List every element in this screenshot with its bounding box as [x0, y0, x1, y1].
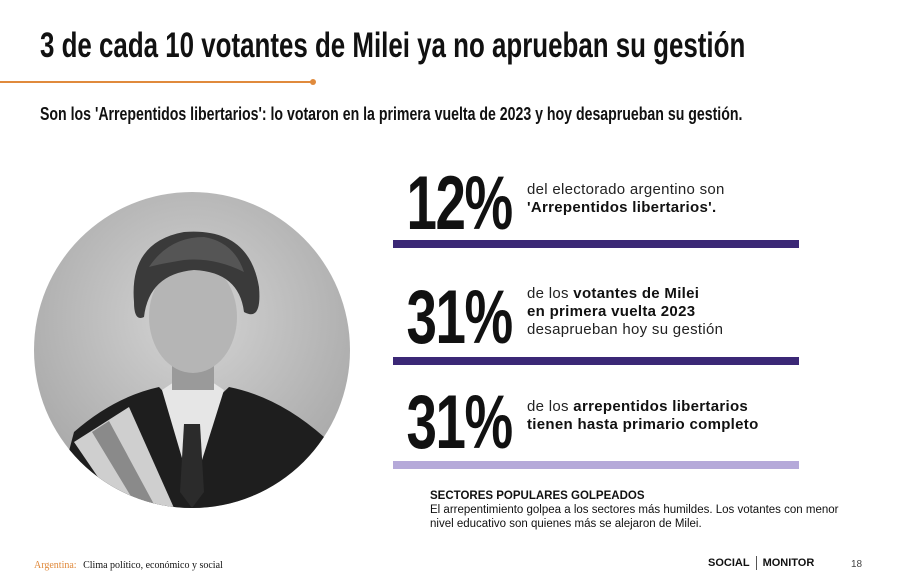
note: SECTORES POPULARES GOLPEADOS El arrepent…	[430, 489, 840, 531]
stat-text-segment: arrepentidos libertarios	[573, 398, 749, 415]
logo-monitor: MONITOR	[762, 557, 815, 569]
stat-value: 31%	[406, 275, 513, 360]
stat-bar	[393, 240, 799, 248]
stat-value: 31%	[406, 380, 513, 465]
stat-text-segment: desaprueban hoy su gestión	[527, 321, 724, 338]
stat-line: desaprueban hoy su gestión	[527, 321, 723, 339]
portrait-photo	[34, 192, 350, 508]
stat-text-segment: de los	[527, 398, 574, 415]
note-body: El arrepentimiento golpea a los sectores…	[430, 504, 839, 530]
title: 3 de cada 10 votantes de Milei ya no apr…	[40, 26, 746, 65]
stat-line: tienen hasta primario completo	[527, 416, 759, 434]
note-heading: SECTORES POPULARES GOLPEADOS	[430, 490, 645, 502]
stat-line: de los votantes de Milei	[527, 285, 723, 303]
footer-report: Clima político, económico y social	[83, 560, 223, 571]
stat-text: del electorado argentino son 'Arrepentido…	[527, 181, 725, 217]
logo-social: SOCIAL	[708, 557, 750, 569]
stat-text-segment: votantes de Milei	[573, 285, 700, 302]
rule-dot	[310, 79, 316, 85]
stat-text: de los votantes de Milei en primera vuelt…	[527, 285, 723, 339]
page-number: 18	[851, 559, 863, 570]
stat-text-segment: 'Arrepentidos libertarios'.	[527, 199, 717, 216]
stat-text-segment: del electorado argentino son	[527, 181, 725, 198]
stat-text-segment: de los	[527, 285, 574, 302]
title-rule	[0, 81, 313, 83]
subtitle: Son los 'Arrepentidos libertarios': lo v…	[40, 104, 743, 124]
stat-text: de los arrepentidos libertarios tienen ha…	[527, 398, 759, 434]
stat-line: del electorado argentino son	[527, 181, 725, 199]
logo-separator	[755, 556, 757, 570]
logos: SOCIAL MONITOR	[708, 556, 814, 570]
stat-line: en primera vuelta 2023	[527, 303, 723, 321]
stat-line: de los arrepentidos libertarios	[527, 398, 759, 416]
stat-bar	[393, 357, 799, 365]
stat-bar	[393, 461, 799, 469]
stat-text-segment: tienen hasta primario completo	[527, 416, 759, 433]
stat-text-segment: en primera vuelta 2023	[527, 303, 696, 320]
stat-value: 12%	[406, 161, 513, 246]
footer: Argentina: Clima político, económico y s…	[34, 560, 223, 571]
stat-line: 'Arrepentidos libertarios'.	[527, 199, 725, 217]
footer-country: Argentina:	[34, 560, 77, 571]
